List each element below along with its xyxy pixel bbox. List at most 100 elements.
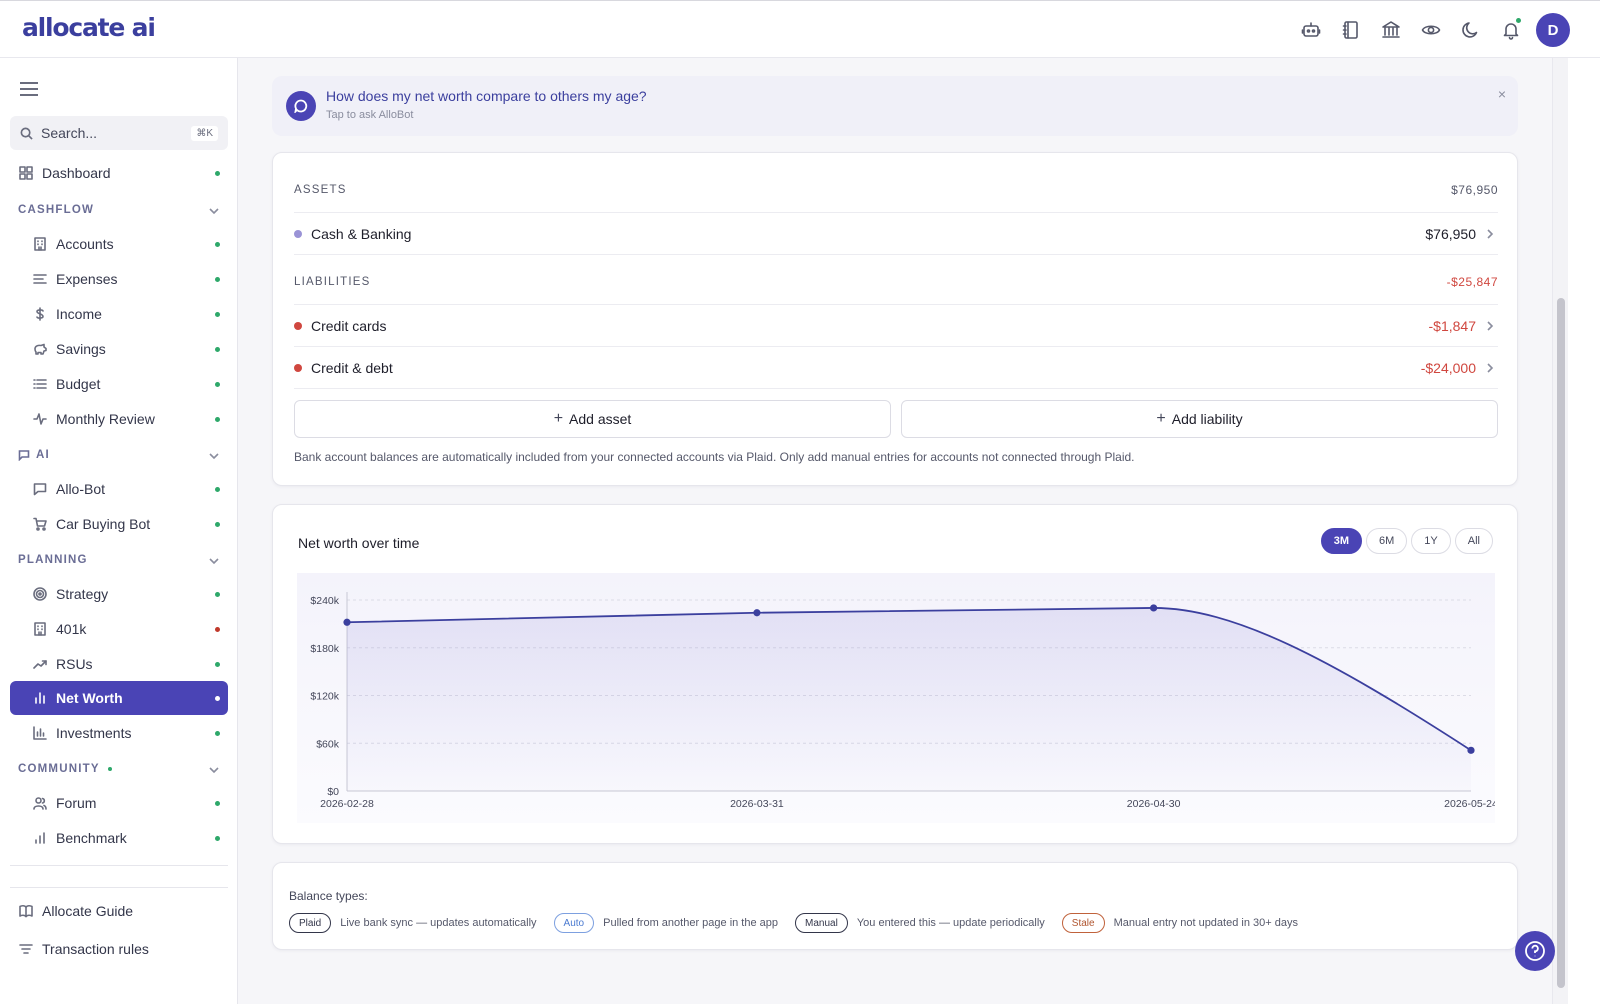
sidebar-item-rsus[interactable]: RSUs xyxy=(10,647,228,681)
sidebar-item-monthly-review[interactable]: Monthly Review xyxy=(10,402,228,436)
sidebar-item-allocate-guide[interactable]: Allocate Guide xyxy=(10,894,228,928)
auto-description: Pulled from another page in the app xyxy=(603,917,779,929)
list-lines-icon xyxy=(32,271,48,287)
sidebar-item-investments[interactable]: Investments xyxy=(10,716,228,750)
sidebar-item-accounts[interactable]: Accounts xyxy=(10,227,228,261)
section-ai[interactable]: AI xyxy=(10,443,228,467)
sidebar-item-car-buying-bot[interactable]: Car Buying Bot xyxy=(10,507,228,541)
chart-title: Net worth over time xyxy=(298,535,420,551)
help-icon xyxy=(1525,941,1545,961)
chevron-right-icon xyxy=(1484,227,1498,241)
sidebar-item-label: Expenses xyxy=(56,271,118,287)
divider xyxy=(10,887,228,888)
x-tick-label: 2026-05-24 xyxy=(1444,798,1495,810)
status-dot xyxy=(215,591,220,597)
section-community[interactable]: COMMUNITY xyxy=(10,757,228,781)
liability-name: Credit cards xyxy=(311,317,387,334)
balance-types-card: Balance types: Plaid Live bank sync — up… xyxy=(272,862,1518,950)
sidebar-item-401k[interactable]: 401k xyxy=(10,612,228,646)
banner-subtitle: Tap to ask AlloBot xyxy=(326,109,414,121)
x-tick-label: 2026-02-28 xyxy=(320,798,374,810)
status-dot xyxy=(215,695,220,701)
bell-icon[interactable] xyxy=(1494,13,1528,47)
book-icon xyxy=(18,903,34,919)
plaid-note: Bank account balances are automatically … xyxy=(294,450,1135,464)
moon-icon[interactable] xyxy=(1454,13,1488,47)
activity-icon xyxy=(32,411,48,427)
search-input[interactable]: Search... ⌘K xyxy=(10,116,228,150)
sidebar-item-label: Investments xyxy=(56,725,132,741)
section-label: CASHFLOW xyxy=(18,204,95,216)
liabilities-header: LIABILITIES -$25,847 xyxy=(294,259,1498,305)
sidebar-item-transaction-rules[interactable]: Transaction rules xyxy=(10,932,228,966)
sidebar-item-dashboard[interactable]: Dashboard xyxy=(10,156,228,190)
scrollbar-thumb[interactable] xyxy=(1557,298,1565,988)
notification-dot xyxy=(1516,18,1521,23)
status-dot xyxy=(215,346,220,352)
sidebar-item-income[interactable]: Income xyxy=(10,297,228,331)
add-liability-button[interactable]: + Add liability xyxy=(901,400,1498,438)
trending-up-icon xyxy=(32,656,48,672)
bank-icon[interactable] xyxy=(1374,13,1408,47)
chart-icon xyxy=(32,725,48,741)
section-cashflow[interactable]: CASHFLOW xyxy=(10,198,228,222)
data-point xyxy=(1467,746,1475,754)
divider xyxy=(10,865,228,866)
sidebar-item-savings[interactable]: Savings xyxy=(10,332,228,366)
top-bar: allocate ai D xyxy=(0,0,1600,58)
sidebar: Search... ⌘K Dashboard CASHFLOW Accounts… xyxy=(0,58,238,1004)
close-icon[interactable]: × xyxy=(1497,86,1507,102)
app-logo[interactable]: allocate ai xyxy=(22,13,156,42)
range-all[interactable]: All xyxy=(1454,528,1493,554)
users-icon xyxy=(32,795,48,811)
piggy-bank-icon xyxy=(32,341,48,357)
sidebar-item-label: Strategy xyxy=(56,586,109,602)
sidebar-item-label: Transaction rules xyxy=(42,941,149,957)
liability-value: -$1,847 xyxy=(1428,317,1476,334)
liability-row-credit-cards[interactable]: Credit cards -$1,847 xyxy=(294,305,1498,347)
manual-badge: Manual xyxy=(795,913,848,933)
chevron-right-icon xyxy=(1484,361,1498,375)
target-icon xyxy=(32,586,48,602)
y-tick-label: $120k xyxy=(310,691,339,703)
status-dot xyxy=(215,311,220,317)
search-placeholder: Search... xyxy=(41,125,98,141)
status-dot xyxy=(215,486,220,492)
range-3m[interactable]: 3M xyxy=(1320,528,1363,554)
plaid-description: Live bank sync — updates automatically xyxy=(340,917,537,929)
sidebar-item-expenses[interactable]: Expenses xyxy=(10,262,228,296)
allobot-prompt-banner[interactable]: How does my net worth compare to others … xyxy=(272,76,1518,136)
sidebar-item-net-worth[interactable]: Net Worth xyxy=(10,681,228,715)
range-1y[interactable]: 1Y xyxy=(1411,528,1451,554)
chevron-down-icon xyxy=(208,449,220,461)
sidebar-item-forum[interactable]: Forum xyxy=(10,786,228,820)
range-selector: 3M 6M 1Y All xyxy=(1317,528,1493,554)
add-liability-label: Add liability xyxy=(1171,411,1243,427)
menu-icon[interactable] xyxy=(20,82,38,96)
asset-row-cash-banking[interactable]: Cash & Banking $76,950 xyxy=(294,213,1498,255)
eye-icon[interactable] xyxy=(1414,13,1448,47)
add-asset-button[interactable]: + Add asset xyxy=(294,400,891,438)
sidebar-item-benchmark[interactable]: Benchmark xyxy=(10,821,228,855)
filter-icon xyxy=(18,941,34,957)
status-dot xyxy=(215,416,220,422)
bar-chart-icon xyxy=(32,690,48,706)
section-planning[interactable]: PLANNING xyxy=(10,548,228,572)
assets-total: $76,950 xyxy=(1451,182,1498,197)
sidebar-item-budget[interactable]: Budget xyxy=(10,367,228,401)
robot-icon[interactable] xyxy=(1294,13,1328,47)
liability-row-credit-debt[interactable]: Credit & debt -$24,000 xyxy=(294,347,1498,389)
sidebar-item-allo-bot[interactable]: Allo-Bot xyxy=(10,472,228,506)
sidebar-item-strategy[interactable]: Strategy xyxy=(10,577,228,611)
notebook-icon[interactable] xyxy=(1334,13,1368,47)
range-6m[interactable]: 6M xyxy=(1366,528,1408,554)
avatar[interactable]: D xyxy=(1536,13,1570,47)
balance-types-title: Balance types: xyxy=(289,889,368,903)
section-label: AI xyxy=(18,449,208,461)
add-asset-label: Add asset xyxy=(569,411,632,427)
manual-description: You entered this — update periodically xyxy=(856,917,1045,929)
help-button[interactable] xyxy=(1515,931,1555,971)
y-tick-label: $240k xyxy=(310,595,339,607)
status-dot xyxy=(215,521,220,527)
scrollbar[interactable] xyxy=(1552,58,1568,1004)
